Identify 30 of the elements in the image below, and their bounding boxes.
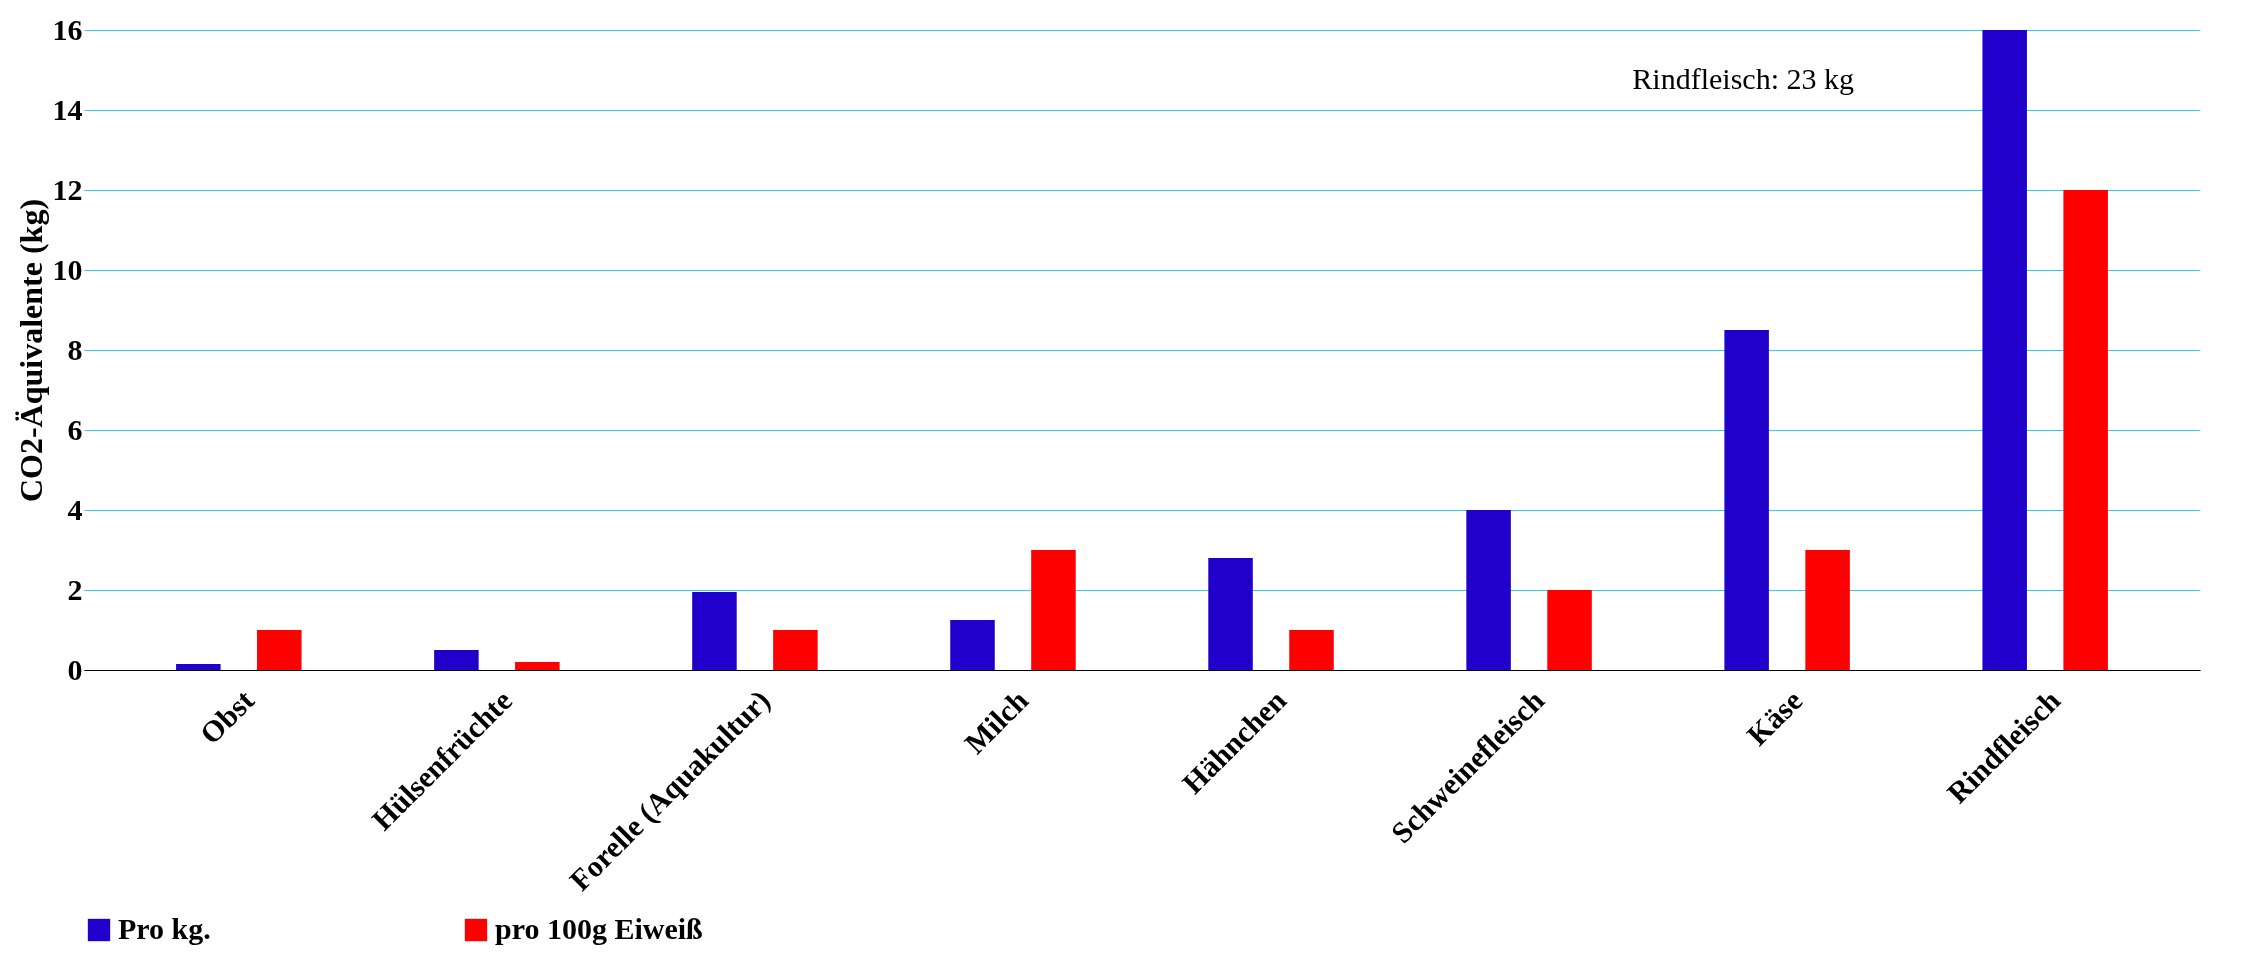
y-axis-title: CO2-Äquivalente (kg)	[12, 198, 49, 503]
annotation: Rindfleisch: 23 kg	[1632, 62, 1854, 95]
bar	[1982, 30, 2027, 670]
y-tick-label: 10	[52, 252, 83, 286]
y-tick-label: 4	[67, 492, 83, 526]
bar	[773, 630, 818, 670]
bar	[1031, 550, 1076, 670]
y-tick-label: 16	[52, 12, 83, 46]
x-tick-label: Obst	[193, 683, 261, 751]
bar	[1724, 330, 1769, 670]
bar	[692, 592, 737, 670]
y-tick-label: 2	[67, 572, 83, 606]
legend-label: Pro kg.	[118, 912, 211, 945]
y-tick-label: 0	[67, 652, 83, 686]
y-tick-label: 12	[52, 172, 83, 206]
bar	[2063, 190, 2108, 670]
bar	[1805, 550, 1850, 670]
y-tick-label: 6	[67, 412, 83, 446]
y-tick-label: 14	[52, 92, 83, 126]
y-tick-label: 8	[67, 332, 83, 366]
bar	[434, 650, 479, 670]
bar	[1547, 590, 1592, 670]
bar	[1289, 630, 1334, 670]
bar	[950, 620, 995, 670]
bar	[176, 664, 221, 670]
bar	[515, 662, 560, 670]
bar	[1208, 558, 1253, 670]
bar	[1466, 510, 1511, 670]
bar	[257, 630, 302, 670]
legend-label: pro 100g Eiweiß	[495, 912, 703, 945]
